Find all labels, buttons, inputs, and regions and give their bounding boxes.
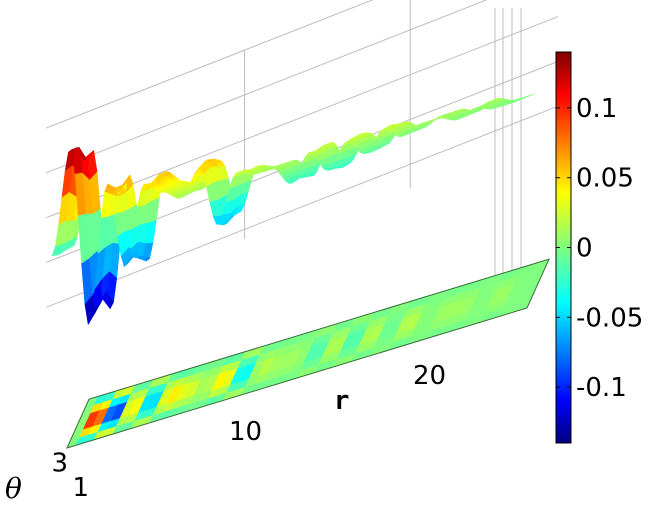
x-axis-label: r <box>334 386 350 416</box>
axes: 10 20 1 3 r θ <box>5 361 446 505</box>
colorbar-tick-label: -0.05 <box>576 303 643 333</box>
colorbar-tick-label: -0.1 <box>576 373 627 403</box>
surface-patch <box>51 243 64 257</box>
colorbar-tick-label: 0.1 <box>576 94 617 124</box>
floor-outline <box>66 258 550 449</box>
floor-heatmap <box>66 258 550 449</box>
grid-lines <box>46 0 559 308</box>
colorbar-tick-label: 0 <box>576 234 593 264</box>
x-tick-label: 20 <box>413 361 446 391</box>
grid-line <box>46 0 488 174</box>
grid-line <box>46 0 374 129</box>
grid-line <box>46 105 559 308</box>
y-tick-label: 1 <box>73 473 90 503</box>
surface-ribbon <box>51 93 535 326</box>
colorbar: 0.1 0.05 0 -0.05 -0.1 <box>555 51 643 444</box>
x-tick-label: 10 <box>229 417 262 447</box>
colorbar-tick-label: 0.05 <box>576 164 634 194</box>
colorbar-ticks: 0.1 0.05 0 -0.05 -0.1 <box>556 94 643 403</box>
y-axis-label: θ <box>5 472 22 505</box>
y-tick-label: 3 <box>52 448 69 478</box>
